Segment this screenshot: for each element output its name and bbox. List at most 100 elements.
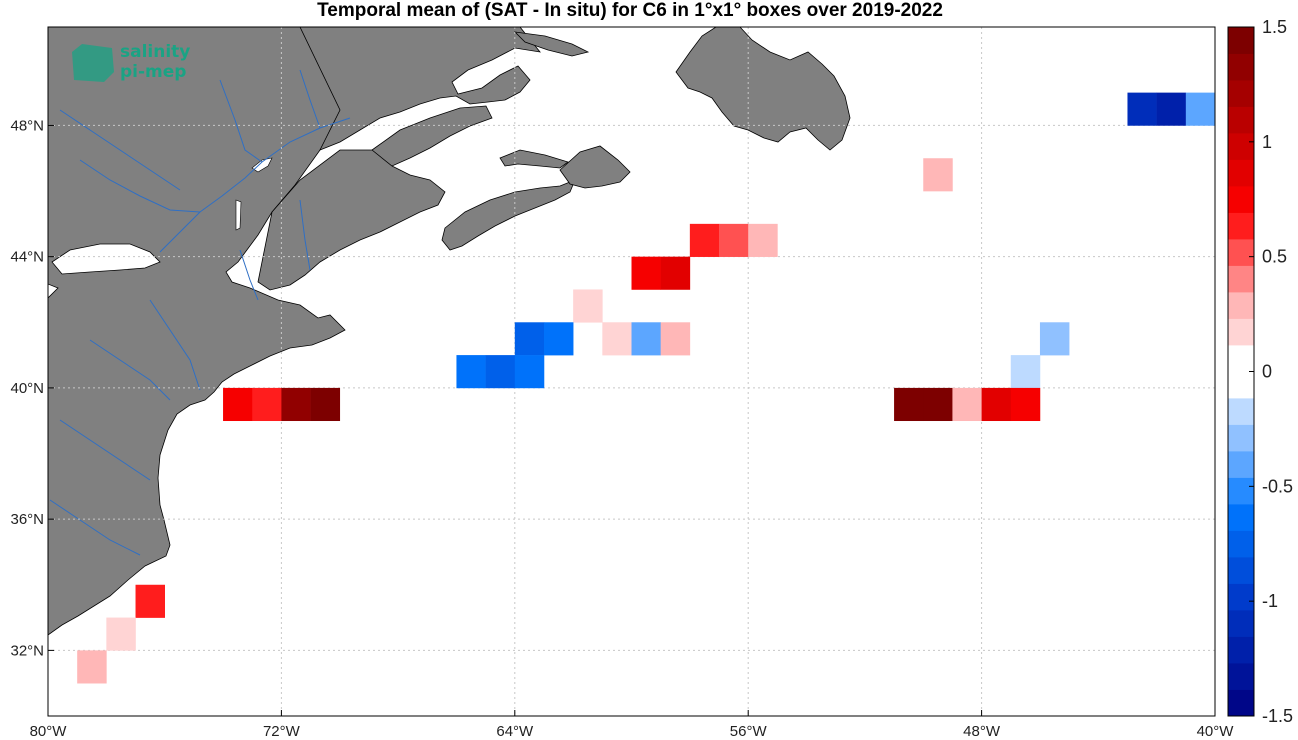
data-cell-7 bbox=[748, 223, 778, 257]
newfoundland-island bbox=[675, 27, 851, 151]
logo-mark-icon bbox=[72, 44, 114, 82]
colorbar-level-7 bbox=[1228, 504, 1254, 531]
river-8 bbox=[49, 499, 141, 556]
data-cell-9 bbox=[660, 256, 691, 290]
longitude-ticks: 80°W 72°W 64°W 56°W 48°W 40°W bbox=[30, 710, 1235, 740]
colorbar-level-15 bbox=[1228, 292, 1254, 319]
colorbar-level-1 bbox=[1228, 663, 1254, 690]
river-10 bbox=[299, 199, 311, 271]
colorbar-level-12 bbox=[1228, 371, 1254, 399]
data-cell-20 bbox=[514, 355, 545, 389]
data-cell-18 bbox=[456, 355, 486, 389]
data-cell-5 bbox=[689, 223, 720, 257]
data-cell-1 bbox=[1156, 92, 1187, 126]
north-america-coastline bbox=[48, 27, 441, 636]
colorbar-level-23 bbox=[1228, 80, 1254, 107]
data-cell-10 bbox=[573, 289, 603, 323]
lat-tick-label-0: 48°N bbox=[10, 117, 44, 134]
data-cell-2 bbox=[1185, 92, 1215, 126]
data-cell-4 bbox=[806, 191, 837, 225]
map-plot-area: salinity pi-mep bbox=[47, 26, 1216, 740]
colorbar-level-20 bbox=[1228, 159, 1254, 187]
cape-breton-island bbox=[559, 145, 631, 189]
colorbar-level-0 bbox=[1228, 689, 1254, 717]
data-cell-26 bbox=[894, 387, 924, 422]
colorbar-level-19 bbox=[1228, 186, 1254, 213]
colorbar-tick-label-4: -0.5 bbox=[1262, 476, 1293, 496]
river-4 bbox=[299, 69, 321, 129]
colorbar-level-3 bbox=[1228, 610, 1254, 637]
colorbar-level-18 bbox=[1228, 212, 1254, 240]
data-cell-35 bbox=[106, 716, 135, 740]
data-cell-14 bbox=[631, 322, 661, 356]
map-title: Temporal mean of (SAT - In situ) for C6 … bbox=[317, 0, 943, 21]
colorbar-level-13 bbox=[1228, 345, 1254, 372]
river-1 bbox=[79, 159, 201, 213]
colorbar-level-5 bbox=[1228, 557, 1254, 584]
lon-tick-label-3: 56°W bbox=[730, 723, 768, 740]
data-cell-28 bbox=[952, 387, 982, 422]
lake-erie bbox=[48, 283, 59, 299]
lon-tick-label-0: 80°W bbox=[30, 723, 68, 740]
colorbar-level-14 bbox=[1228, 318, 1254, 346]
colorbar-level-24 bbox=[1228, 53, 1254, 81]
colorbar-level-11 bbox=[1228, 398, 1254, 425]
colorbar: 1.5 1 0.5 0 -0.5 -1 -1.5 bbox=[1227, 17, 1293, 726]
lon-tick-label-4: 48°W bbox=[963, 723, 1001, 740]
data-cell-17 bbox=[1156, 322, 1187, 356]
data-cell-22 bbox=[223, 387, 253, 422]
river-6 bbox=[89, 339, 171, 401]
quebec-labrador-land bbox=[299, 27, 541, 151]
logo-line1: salinity bbox=[120, 42, 190, 62]
colorbar-level-17 bbox=[1228, 239, 1254, 266]
river-9 bbox=[239, 249, 259, 301]
colorbar-level-2 bbox=[1228, 636, 1254, 664]
rivers bbox=[49, 69, 351, 556]
colorbar-level-10 bbox=[1228, 424, 1254, 452]
river-3 bbox=[219, 79, 263, 163]
colorbar-tick-label-1: 1 bbox=[1262, 132, 1272, 152]
data-cell-19 bbox=[485, 355, 516, 389]
data-cell-6 bbox=[719, 223, 749, 257]
colorbar-level-9 bbox=[1228, 451, 1254, 478]
lat-tick-label-2: 40°N bbox=[10, 380, 44, 397]
data-cell-11 bbox=[514, 322, 545, 356]
lat-tick-label-1: 44°N bbox=[10, 249, 44, 266]
lake-ontario bbox=[51, 243, 161, 275]
colorbar-level-6 bbox=[1228, 530, 1254, 558]
colorbar-tick-label-5: -1 bbox=[1262, 591, 1278, 611]
data-cell-32 bbox=[106, 617, 136, 651]
lon-tick-label-2: 64°W bbox=[496, 723, 534, 740]
colorbar-tick-label-3: 0 bbox=[1262, 362, 1272, 382]
data-cell-30 bbox=[1010, 387, 1041, 422]
data-cell-27 bbox=[923, 387, 953, 422]
latitude-ticks: 48°N 44°N 40°N 36°N 32°N bbox=[10, 117, 54, 659]
data-cell-21 bbox=[1010, 355, 1041, 389]
data-cell-25 bbox=[310, 387, 341, 422]
lake-champlain bbox=[235, 199, 242, 231]
lon-tick-label-5: 40°W bbox=[1197, 723, 1235, 740]
lat-tick-label-3: 36°N bbox=[10, 511, 44, 528]
data-cells bbox=[77, 92, 1215, 740]
data-cell-23 bbox=[252, 387, 282, 422]
colorbar-level-25 bbox=[1228, 27, 1254, 54]
prince-edward-island bbox=[499, 149, 569, 169]
colorbar-level-8 bbox=[1228, 477, 1254, 505]
logo-line2: pi-mep bbox=[120, 62, 186, 82]
anticosti-island bbox=[513, 31, 590, 57]
new-brunswick-maine bbox=[257, 149, 446, 291]
colorbar-level-4 bbox=[1228, 583, 1254, 611]
data-cell-29 bbox=[981, 387, 1012, 422]
data-cell-24 bbox=[281, 387, 311, 422]
river-2 bbox=[59, 109, 181, 191]
data-cell-13 bbox=[602, 322, 632, 356]
colorbar-level-21 bbox=[1228, 133, 1254, 160]
data-cell-8 bbox=[631, 256, 661, 290]
data-cell-16 bbox=[1039, 322, 1070, 356]
data-cell-12 bbox=[543, 322, 574, 356]
land-layer bbox=[48, 27, 851, 636]
river-7 bbox=[59, 419, 151, 481]
plot-frame bbox=[47, 26, 1216, 717]
nova-scotia bbox=[441, 179, 576, 251]
